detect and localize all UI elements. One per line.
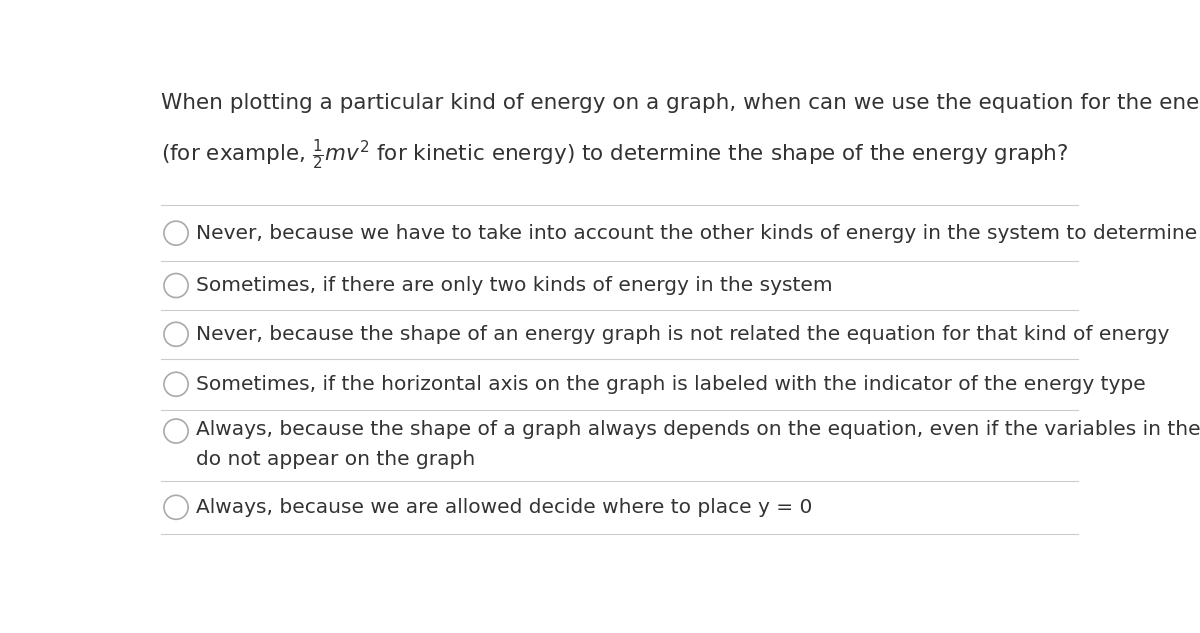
Text: (for example, $\frac{1}{2}$$mv^2$ for kinetic energy) to determine the shape of : (for example, $\frac{1}{2}$$mv^2$ for ki… — [161, 137, 1068, 172]
Text: Never, because the shape of an energy graph is not related the equation for that: Never, because the shape of an energy gr… — [197, 325, 1170, 344]
Text: Sometimes, if there are only two kinds of energy in the system: Sometimes, if there are only two kinds o… — [197, 276, 833, 295]
Text: Sometimes, if the horizontal axis on the graph is labeled with the indicator of : Sometimes, if the horizontal axis on the… — [197, 375, 1146, 394]
Text: When plotting a particular kind of energy on a graph, when can we use the equati: When plotting a particular kind of energ… — [161, 93, 1200, 113]
Text: Always, because the shape of a graph always depends on the equation, even if the: Always, because the shape of a graph alw… — [197, 420, 1200, 439]
Text: do not appear on the graph: do not appear on the graph — [197, 450, 475, 469]
Text: Always, because we are allowed decide where to place y = 0: Always, because we are allowed decide wh… — [197, 498, 812, 517]
Text: Never, because we have to take into account the other kinds of energy in the sys: Never, because we have to take into acco… — [197, 223, 1200, 242]
